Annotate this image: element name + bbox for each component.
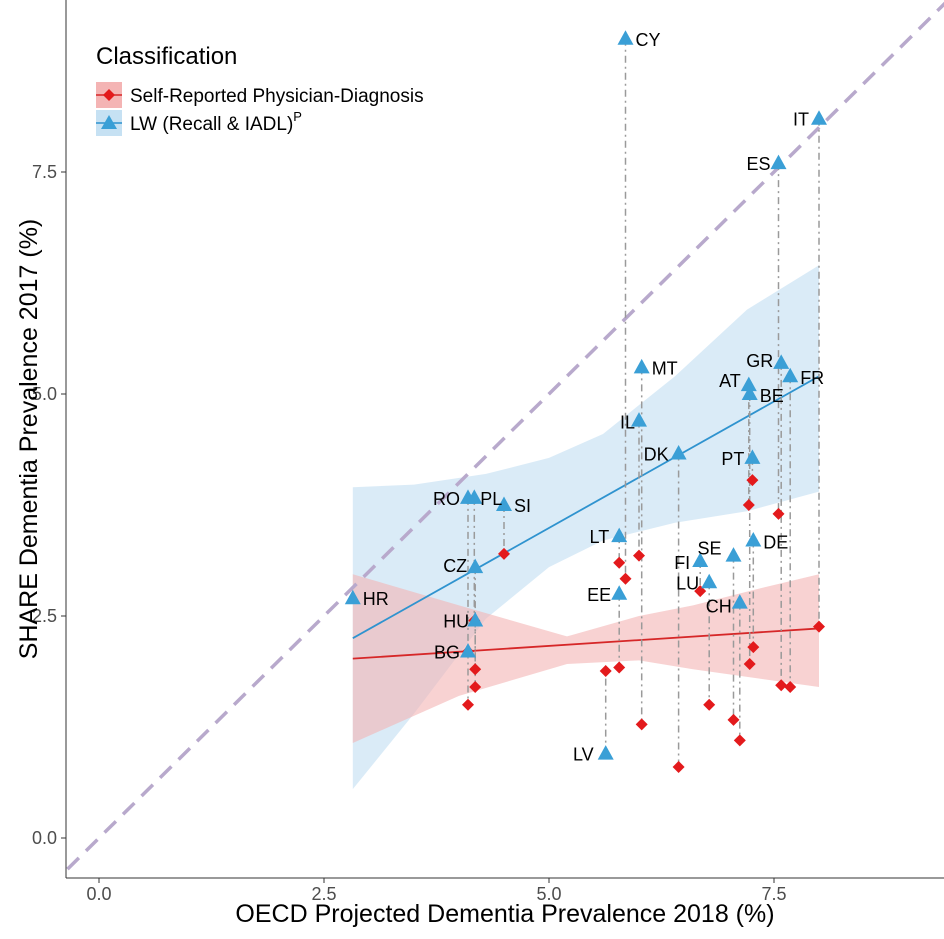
label-de: DE [763,533,788,553]
label-gr: GR [746,351,773,371]
label-lt: LT [590,527,610,547]
label-il: IL [620,413,635,433]
label-ro: RO [433,489,460,509]
label-lu: LU [676,573,699,593]
self-marker-se [728,714,740,726]
confidence-bands [353,265,819,789]
label-cz: CZ [443,556,467,576]
label-ch: CH [706,597,732,617]
legend-label-lw-text: LW (Recall & IADL) [130,114,293,135]
label-fr: FR [800,368,824,388]
self-marker-ch [734,734,746,746]
self-marker-bg [462,699,474,711]
lw-marker-lu [701,574,717,589]
label-mt: MT [652,358,678,378]
lw-marker-cy [618,30,634,45]
label-hr: HR [363,589,389,609]
label-bg: BG [434,643,460,663]
label-dk: DK [644,444,669,464]
label-it: IT [793,110,809,130]
label-se: SE [697,539,721,559]
label-lv: LV [573,745,594,765]
label-pl: PL [480,489,502,509]
self-marker-lt [613,557,625,569]
self-marker-dk [673,761,685,773]
label-ee: EE [587,585,611,605]
x-tick-label: 0.0 [86,884,111,904]
legend-label-self: Self-Reported Physician-Diagnosis [130,86,424,107]
label-at: AT [719,371,741,391]
y-tick-label: 7.5 [32,162,57,182]
lw-marker-mt [634,359,650,374]
label-fi: FI [674,553,690,573]
lw-marker-es [771,155,787,170]
lw-marker-ee [611,585,627,600]
x-axis-title: OECD Projected Dementia Prevalence 2018 … [235,900,774,928]
self-marker-ee [613,662,625,674]
lw-marker-de [745,532,761,547]
label-es: ES [746,154,770,174]
legend: Classification Self-Reported Physician-D… [96,43,424,136]
lw-marker-it [811,110,827,125]
self-marker-es [773,508,785,520]
label-hu: HU [443,611,469,631]
y-tick-label: 0.0 [32,828,57,848]
lw-marker-lv [598,745,614,760]
label-be: BE [760,386,784,406]
self-marker-il [633,550,645,562]
legend-label-lw-superscript: P [293,109,302,124]
self-marker-mt [636,718,648,730]
lw-marker-se [726,547,742,562]
label-pt: PT [721,449,744,469]
y-axis-title: SHARE Dementia Prevalence 2017 (%) [15,219,43,659]
self-marker-lu [703,699,715,711]
label-cy: CY [636,30,661,50]
legend-title: Classification [96,43,237,70]
self-marker-cy [620,573,632,585]
self-marker-lv [600,665,612,677]
label-si: SI [514,496,531,516]
legend-label-lw: LW (Recall & IADL)P [130,109,302,135]
